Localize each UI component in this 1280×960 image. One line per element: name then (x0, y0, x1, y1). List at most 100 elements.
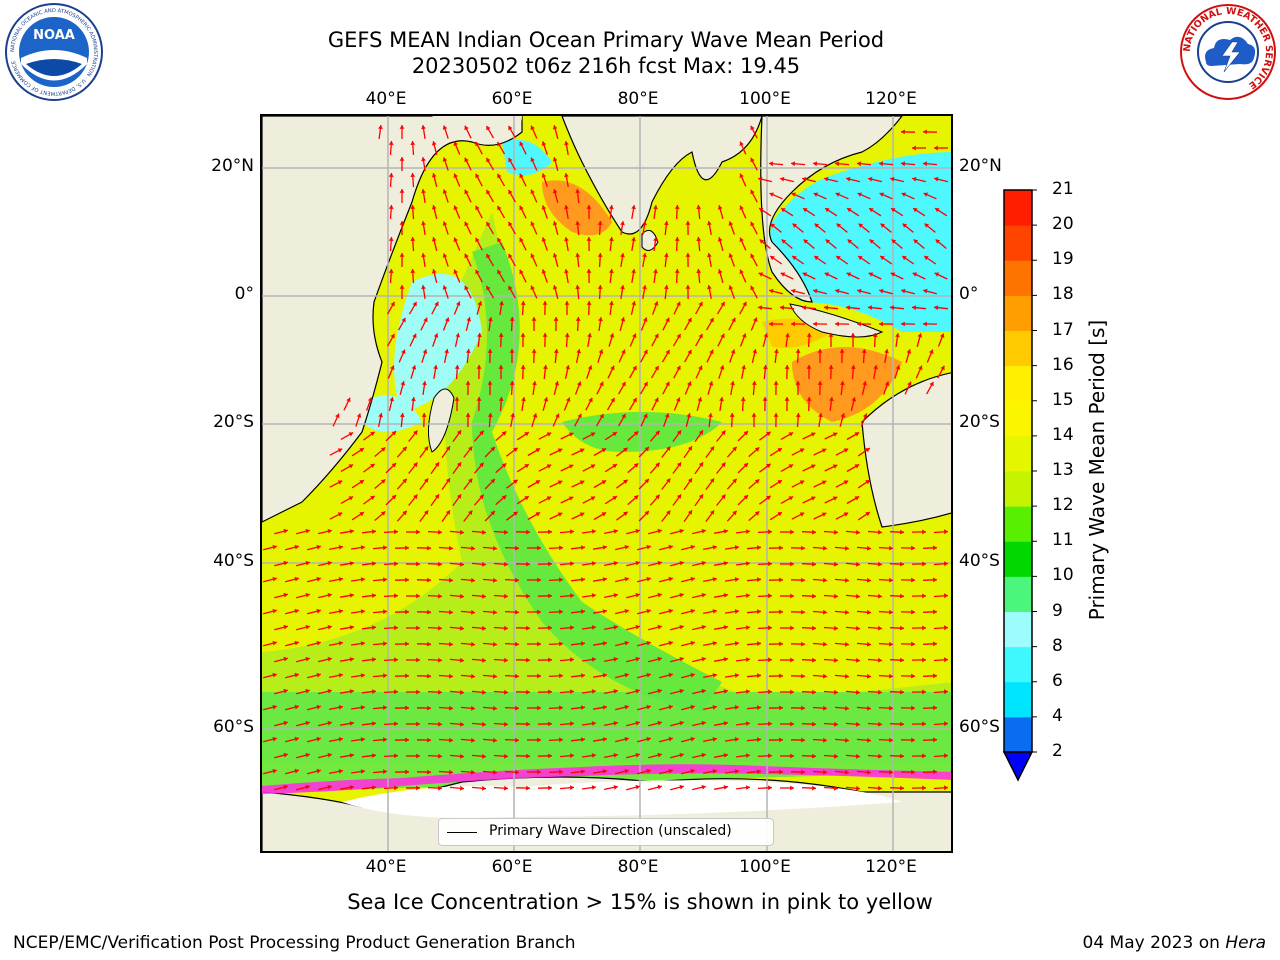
wave-arrow-head (349, 785, 354, 790)
wave-arrow-head (509, 381, 515, 385)
wave-arrow-head (655, 494, 660, 500)
wave-arrow-head (635, 752, 640, 758)
wave-arrow-head (687, 446, 692, 451)
wave-arrow-head (779, 545, 783, 551)
wave-arrow-head (918, 365, 923, 370)
wave-arrow-head (900, 561, 904, 567)
wave-arrow-head (911, 673, 915, 679)
wave-arrow-head (609, 301, 614, 306)
wave-arrow-head (757, 705, 761, 711)
wave-arrow-head (613, 785, 618, 790)
wave-arrow-head (348, 432, 354, 437)
wave-arrow-head (878, 753, 882, 759)
wave-arrow-head (712, 737, 717, 742)
wave-arrow-head (654, 333, 659, 339)
wave-arrow-head (762, 365, 768, 370)
wave-arrow-head (676, 430, 682, 435)
wave-arrow-head (646, 768, 651, 774)
wave-arrow-head (532, 381, 537, 386)
wave-arrow-head (939, 333, 945, 338)
wave-arrow-head (388, 269, 394, 273)
wave-arrow-head (812, 529, 816, 535)
wave-arrow-head (701, 784, 706, 790)
wave-arrow-head (934, 176, 939, 182)
wave-arrow-head (788, 432, 794, 437)
wave-arrow-head (879, 288, 884, 294)
wave-arrow-head (541, 205, 547, 210)
wave-arrow-head (591, 529, 596, 534)
wave-arrow-head (944, 721, 948, 727)
wave-arrow-head (723, 593, 728, 598)
wave-arrow-head (734, 577, 739, 582)
india-landmass (561, 116, 763, 235)
wave-arrow-head (438, 721, 442, 727)
wave-arrow-head (548, 529, 552, 535)
wave-arrow-head (635, 656, 640, 662)
wave-arrow-head (698, 494, 703, 499)
wave-arrow-head (497, 141, 502, 147)
wave-arrow-head (728, 253, 734, 258)
wave-arrow-head (442, 189, 448, 194)
wave-arrow-head (338, 577, 343, 582)
wave-arrow-head (750, 157, 755, 163)
wave-arrow-head (524, 432, 529, 437)
wave-arrow-head (723, 689, 728, 694)
wave-arrow-head (526, 625, 530, 631)
wave-arrow-head (456, 430, 462, 435)
wave-arrow-head (519, 141, 524, 147)
wave-arrow-head (559, 673, 563, 679)
wave-arrow-head (791, 161, 795, 167)
wave-arrow-head (679, 752, 684, 758)
wave-arrow-head (944, 529, 948, 535)
wave-arrow-head (812, 753, 816, 759)
wave-arrow-head (416, 721, 420, 727)
wave-arrow-head (612, 464, 617, 469)
wave-arrow-head (504, 593, 508, 599)
wave-arrow-head (570, 785, 574, 791)
wave-arrow-head (526, 529, 530, 535)
wave-arrow-head (889, 641, 893, 647)
wave-arrow-head (687, 510, 692, 515)
wave-arrow-head (591, 753, 596, 758)
wave-arrow-head (438, 657, 442, 663)
wave-arrow-head (723, 721, 728, 726)
wave-arrow-head (504, 721, 508, 727)
wave-arrow-head (664, 413, 670, 418)
wave-arrow-head (421, 189, 426, 194)
wave-arrow-head (444, 317, 450, 322)
wave-arrow-head (854, 432, 860, 437)
wave-arrow-head (687, 317, 692, 323)
wave-arrow-head (835, 288, 840, 294)
wave-arrow-head (633, 431, 639, 436)
wave-arrow-head (337, 448, 343, 453)
wave-arrow-head (482, 561, 486, 567)
wave-arrow-head (719, 397, 724, 402)
lon-tick-bottom: 80°E (617, 857, 659, 877)
wave-arrow-head (732, 446, 737, 452)
wave-arrow-head (944, 785, 948, 791)
wave-arrow-head (895, 365, 901, 370)
wave-arrow-head (779, 641, 783, 647)
arabia-landmass (402, 116, 522, 139)
wave-arrow-head (402, 478, 407, 484)
wave-arrow-head (790, 561, 794, 567)
wave-arrow-head (740, 397, 746, 401)
wave-arrow-head (464, 157, 469, 163)
wave-arrow-head (431, 141, 437, 146)
wave-arrow-head (486, 221, 491, 227)
period-region-6s (770, 152, 951, 332)
wave-arrow-head (865, 480, 870, 485)
wave-arrow-head (835, 192, 840, 197)
wave-arrow-head (835, 161, 839, 167)
wave-arrow-head (421, 413, 427, 417)
wave-arrow-head (283, 752, 288, 758)
wave-arrow-head (750, 189, 755, 195)
wave-arrow-head (665, 317, 670, 323)
wave-arrow-head (591, 593, 596, 598)
wave-arrow-head (346, 397, 351, 403)
wave-arrow-head (530, 285, 535, 290)
wave-arrow-head (410, 269, 416, 273)
wave-arrow-head (613, 625, 618, 630)
lon-tick-top: 120°E (865, 89, 917, 109)
wave-arrow-head (766, 431, 771, 436)
